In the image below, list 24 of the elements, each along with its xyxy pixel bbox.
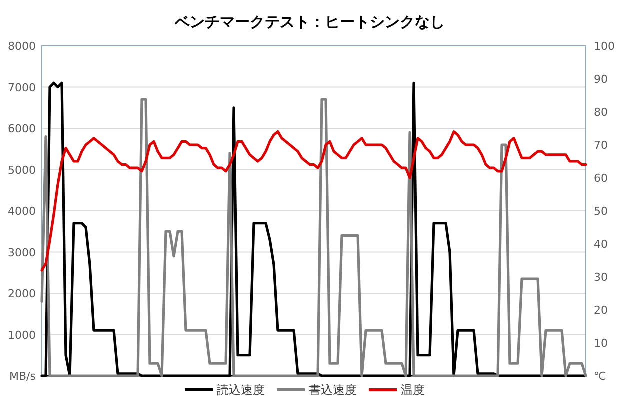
y2-tick-label: 40 (594, 238, 608, 251)
legend-label: 温度 (401, 383, 425, 397)
y-tick-label: 3000 (8, 246, 36, 260)
y-tick-label: 8000 (8, 40, 36, 53)
y2-tick-label: 80 (594, 106, 608, 119)
y-tick-label: 7000 (8, 81, 36, 94)
y-tick-label: MB/s (10, 370, 36, 383)
y2-tick-label: 20 (594, 304, 608, 317)
y2-tick-label: 100 (594, 40, 615, 53)
y-tick-label: 1000 (8, 328, 36, 342)
y2-tick-label: 60 (594, 172, 608, 185)
legend-label: 書込速度 (309, 383, 357, 397)
legend-label: 読込速度 (217, 383, 265, 397)
y-tick-label: 5000 (8, 164, 36, 177)
y2-tick-label: ℃ (594, 370, 606, 383)
y2-tick-label: 70 (594, 139, 608, 152)
y-tick-label: 4000 (8, 205, 36, 218)
y2-tick-label: 90 (594, 73, 608, 86)
y2-tick-label: 30 (594, 271, 608, 284)
y2-tick-label: 50 (594, 205, 608, 218)
y-tick-label: 2000 (8, 288, 36, 300)
y-tick-label: 6000 (8, 122, 36, 136)
y2-tick-label: 10 (594, 337, 608, 350)
chart-title: ベンチマークテスト：ヒートシンクなし (174, 13, 445, 31)
